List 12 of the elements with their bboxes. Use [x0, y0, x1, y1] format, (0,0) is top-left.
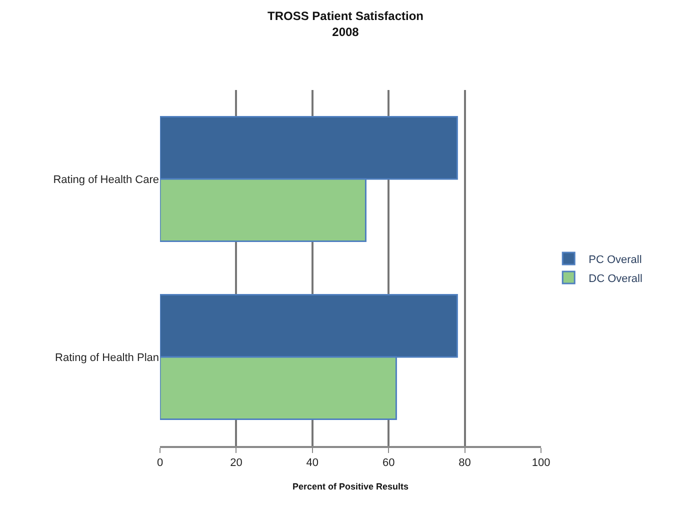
x-tick-label: 60 [382, 457, 395, 470]
x-tick-label: 100 [532, 457, 550, 470]
y-tick-label: Rating of Health Care [53, 174, 159, 186]
x-tick-label: 40 [306, 457, 319, 470]
x-tick-label: 20 [230, 457, 242, 470]
legend-label: DC Overall [588, 272, 642, 285]
x-axis-title: Percent of Positive Results [292, 482, 409, 492]
chart-title: TROSS Patient Satisfaction 2008 [267, 9, 424, 39]
x-tick-label: 80 [458, 457, 471, 470]
legend-label: PC Overall [588, 254, 642, 266]
y-tick-label: Rating of Health Plan [55, 352, 159, 364]
x-tick-label: 0 [156, 457, 164, 470]
